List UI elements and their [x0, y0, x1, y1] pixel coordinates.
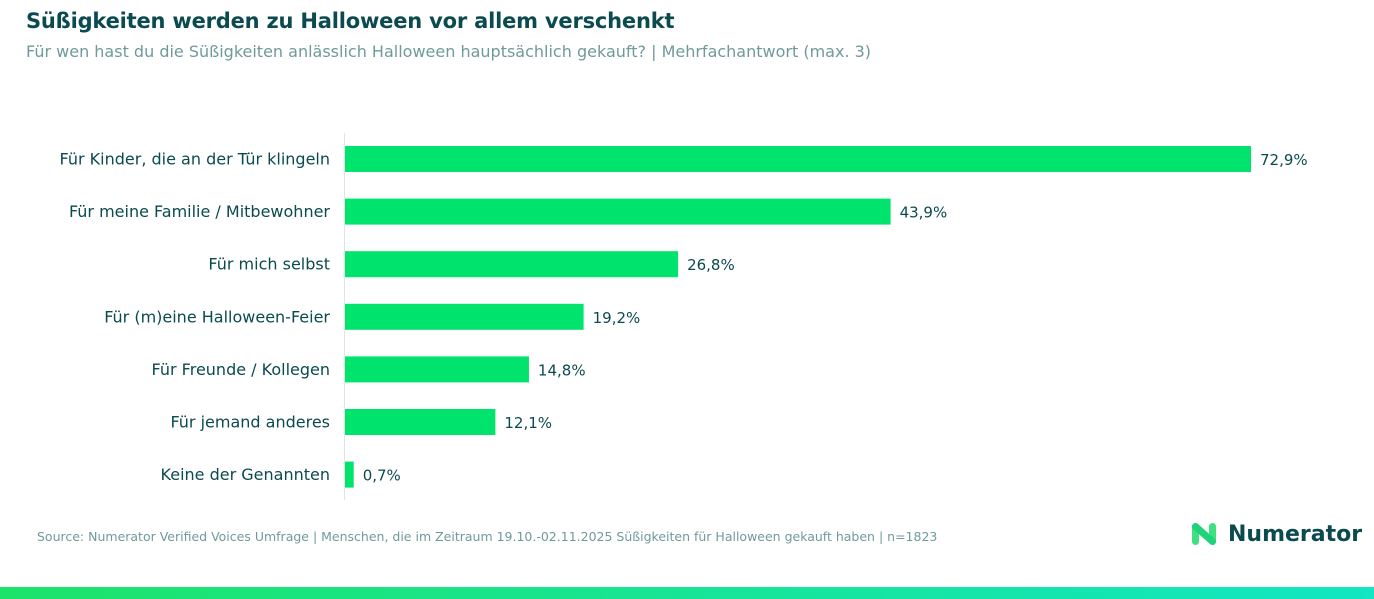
bar	[345, 303, 584, 330]
category-label: Für (m)eine Halloween-Feier	[104, 307, 330, 326]
value-label: 0,7%	[363, 467, 401, 485]
value-label: 14,8%	[538, 361, 586, 379]
numerator-logo: Numerator	[1190, 521, 1362, 547]
value-label: 43,9%	[900, 204, 948, 222]
bar	[345, 146, 1251, 172]
category-label: Keine der Genannten	[161, 465, 330, 484]
chart-subtitle: Für wen hast du die Süßigkeiten anlässli…	[26, 42, 872, 61]
value-label: 19,2%	[593, 309, 641, 327]
category-label: Für jemand anderes	[170, 413, 330, 432]
logo-text: Numerator	[1228, 521, 1363, 547]
bar	[345, 356, 529, 383]
category-label: Für meine Familie / Mitbewohner	[69, 202, 330, 221]
value-label: 72,9%	[1260, 151, 1308, 169]
value-label: 12,1%	[504, 414, 552, 432]
bar-chart: Für Kinder, die an der Tür klingeln 72,9%…	[60, 133, 1308, 500]
category-label: Für Kinder, die an der Tür klingeln	[60, 150, 330, 169]
chart-title: Süßigkeiten werden zu Halloween vor alle…	[26, 9, 675, 33]
bottom-accent-bar	[0, 587, 1374, 599]
numerator-logo-icon	[1192, 523, 1216, 545]
bar	[345, 409, 496, 435]
value-label: 26,8%	[687, 256, 735, 274]
bar	[345, 198, 891, 225]
bar	[345, 251, 679, 278]
bar	[345, 461, 354, 488]
category-label: Für mich selbst	[208, 255, 330, 274]
category-label: Für Freunde / Kollegen	[152, 360, 330, 379]
source-note: Source: Numerator Verified Voices Umfrag…	[37, 529, 938, 544]
